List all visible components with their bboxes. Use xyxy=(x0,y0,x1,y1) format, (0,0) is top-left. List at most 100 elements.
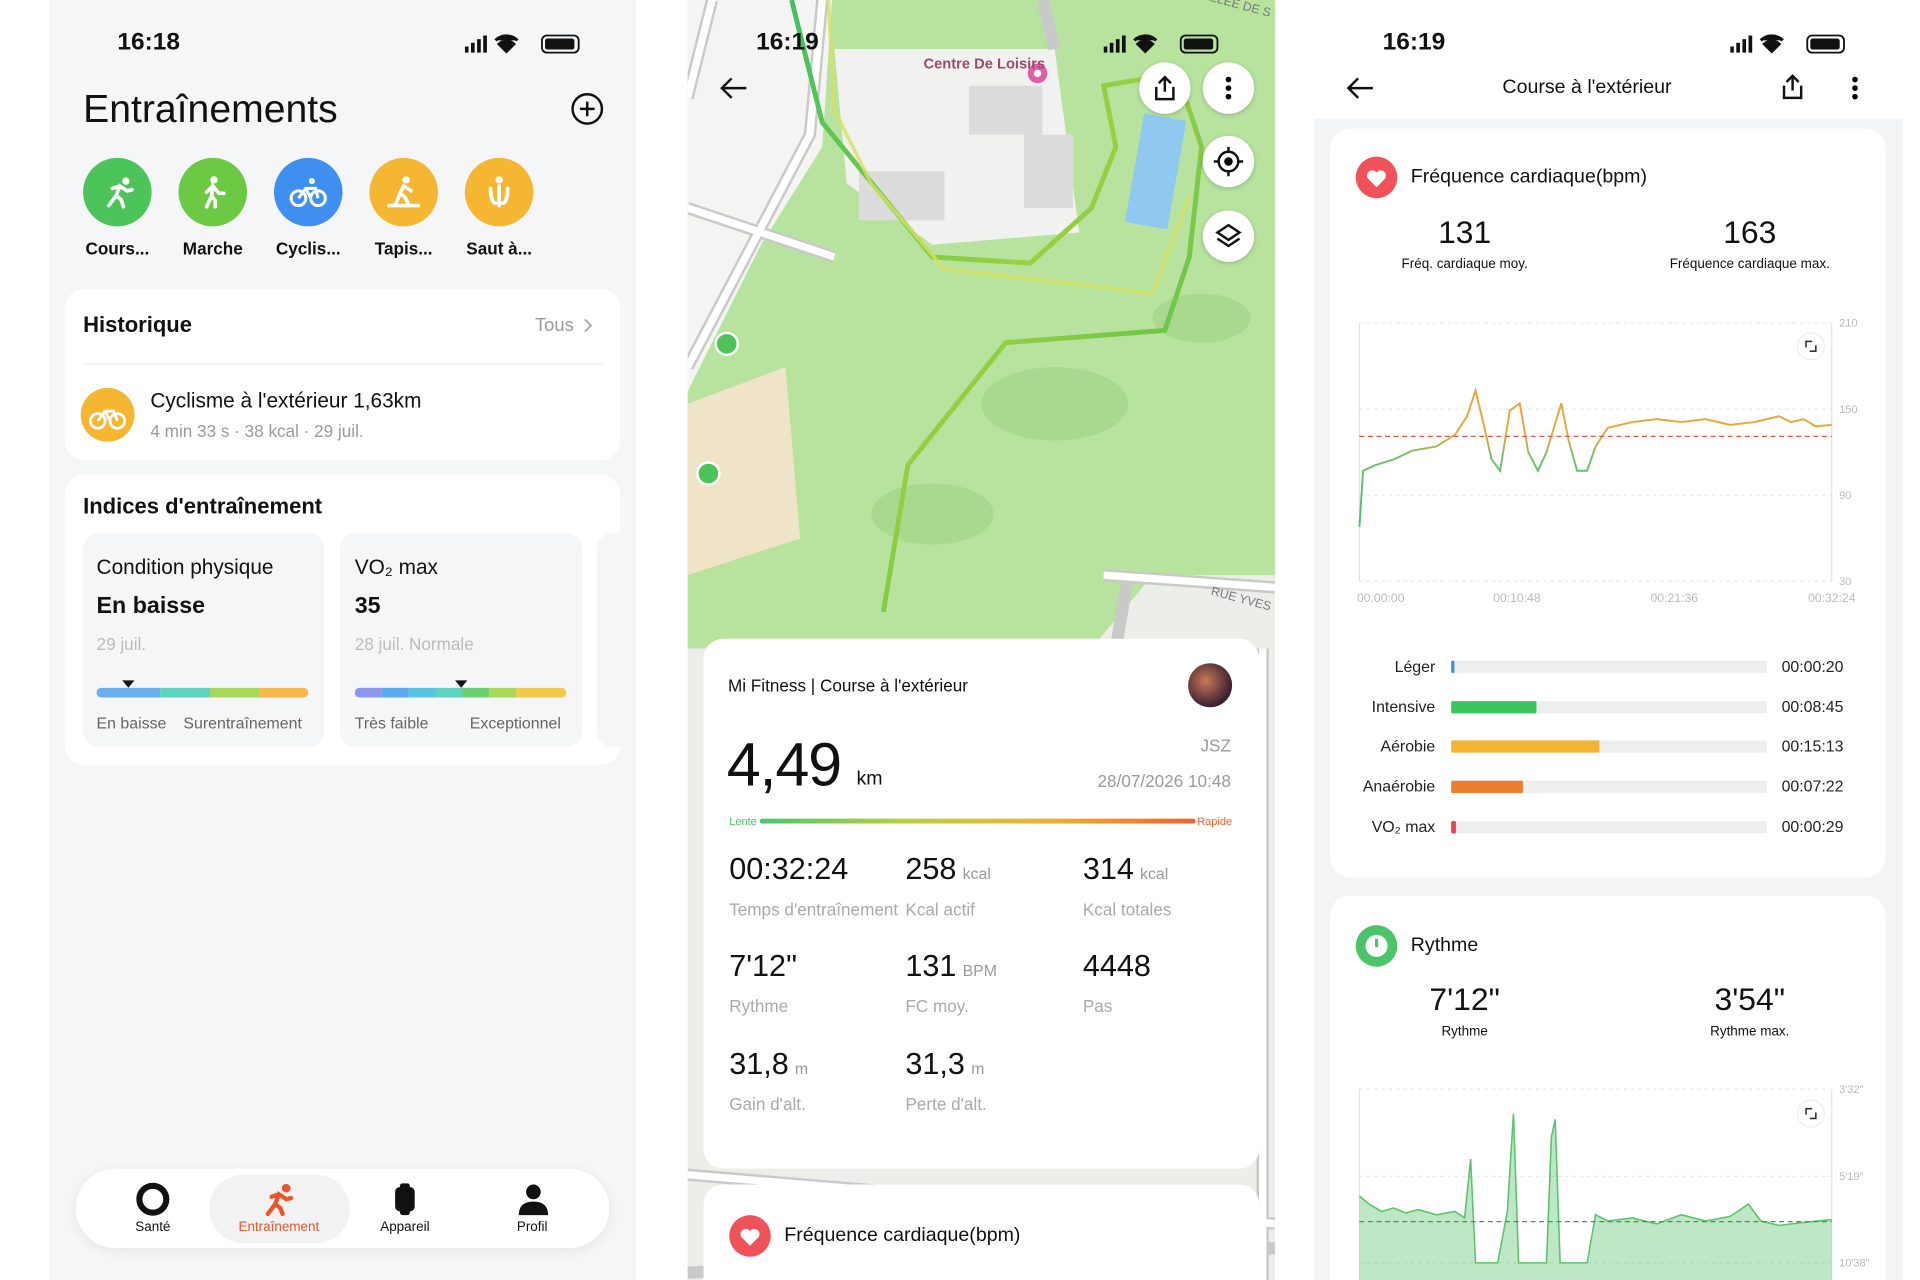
shape xyxy=(1152,293,1251,343)
stat-label-text: Rythme xyxy=(729,996,789,1016)
gauge-high: Exceptionnel xyxy=(469,714,561,733)
y-tick-label: 210 xyxy=(1839,318,1857,330)
y-tick-label: 90 xyxy=(1839,490,1851,502)
history-title: Historique xyxy=(83,312,193,338)
shape xyxy=(387,183,421,208)
shape xyxy=(470,42,475,53)
more-button[interactable] xyxy=(1851,76,1858,100)
locate-button[interactable] xyxy=(1202,135,1255,188)
add-button[interactable] xyxy=(570,92,604,126)
bar xyxy=(1451,660,1455,674)
sport-icon[interactable] xyxy=(273,157,343,227)
shape xyxy=(584,318,593,333)
pace-scale-high: Rapide xyxy=(1197,814,1233,828)
index-title: Condition physique xyxy=(96,555,274,579)
status-icons xyxy=(464,34,580,54)
shape xyxy=(1103,46,1108,53)
x-tick-label: 00:10:48 xyxy=(1493,591,1541,605)
gauge-low: Très faible xyxy=(354,714,429,733)
share-button[interactable] xyxy=(1780,73,1804,100)
stat-label: Pas xyxy=(1083,996,1113,1018)
expand-button[interactable] xyxy=(1796,332,1826,361)
value-label: 00:15:13 xyxy=(1782,738,1844,755)
charts: 30 90 150 210 00:00:00 00:10:48 00:21:36 00:32:… xyxy=(1357,318,1870,1280)
shape xyxy=(1225,85,1232,91)
shape xyxy=(160,687,211,698)
stat-value: 3'54" xyxy=(1714,980,1785,1018)
y-tick-label: 3'32" xyxy=(1839,1084,1863,1096)
share-button[interactable] xyxy=(1139,62,1191,114)
bar xyxy=(1451,701,1537,714)
index-card[interactable] xyxy=(83,533,325,747)
tab-icon[interactable] xyxy=(516,1182,550,1216)
shape xyxy=(858,171,945,221)
shape xyxy=(526,1184,541,1200)
shape xyxy=(1366,170,1387,188)
card-title: Fréquence cardiaque(bpm) xyxy=(1410,166,1647,188)
shape xyxy=(354,687,382,698)
shape xyxy=(1736,42,1740,53)
index-value: En baisse xyxy=(96,593,206,620)
sport-icon[interactable] xyxy=(83,157,152,227)
back-button[interactable] xyxy=(719,76,748,100)
index-gauge xyxy=(96,687,309,698)
gauge-marker xyxy=(122,680,135,688)
more-button[interactable] xyxy=(1202,62,1255,114)
user: JSZ xyxy=(1200,735,1231,756)
index-card[interactable] xyxy=(340,533,583,747)
tab-icon[interactable] xyxy=(390,1182,422,1216)
shape xyxy=(579,101,595,117)
tab-label[interactable]: Entraînement xyxy=(238,1220,320,1235)
shape xyxy=(687,0,716,99)
layers-button[interactable] xyxy=(1202,210,1255,262)
shape xyxy=(1805,1107,1817,1120)
index-meta: 28 juil. Normale xyxy=(354,633,474,654)
sport-icon[interactable] xyxy=(369,157,438,227)
stat-unit: kcal xyxy=(1140,864,1169,883)
stat-unit: m xyxy=(971,1059,985,1078)
expand-button[interactable] xyxy=(1796,1099,1826,1128)
index-value: 35 xyxy=(354,593,381,620)
tab-icon[interactable] xyxy=(134,1182,171,1216)
sport-icon[interactable] xyxy=(464,157,534,227)
index-gauge xyxy=(354,687,567,698)
zone-label: Aérobie xyxy=(1380,738,1435,755)
shape xyxy=(387,176,421,208)
stat-value: 131 xyxy=(1438,213,1492,251)
tab-label[interactable]: Santé xyxy=(135,1220,171,1235)
chevron xyxy=(584,318,593,333)
shape xyxy=(541,34,580,54)
shape xyxy=(1036,0,1061,51)
pace-scale xyxy=(759,818,1196,824)
shape xyxy=(308,178,315,185)
tab-label[interactable]: Profil xyxy=(516,1220,548,1235)
history-card xyxy=(64,288,621,461)
pace-card xyxy=(1330,895,1886,1280)
area-line xyxy=(1358,1113,1832,1264)
status-time: 16:18 xyxy=(117,28,180,56)
history-link[interactable]: Tous xyxy=(535,315,574,336)
shape xyxy=(477,39,481,53)
status-icons xyxy=(1730,34,1845,54)
value-label: 00:00:20 xyxy=(1782,659,1844,676)
stat-value: 7'12" xyxy=(729,948,797,984)
shape xyxy=(1365,934,1388,957)
shape xyxy=(1213,146,1244,177)
tab-label[interactable]: Appareil xyxy=(380,1220,430,1235)
shape xyxy=(309,189,327,208)
shape xyxy=(210,176,218,184)
shape xyxy=(122,680,135,688)
sport-icon[interactable] xyxy=(178,157,248,227)
shape xyxy=(1109,574,1135,650)
shape xyxy=(1852,85,1858,91)
shape xyxy=(1024,134,1074,209)
tab-icon[interactable] xyxy=(261,1182,298,1217)
back-button[interactable] xyxy=(1346,76,1375,100)
history-item-title[interactable]: Cyclisme à l'extérieur 1,63km xyxy=(150,389,422,413)
shape xyxy=(96,687,161,698)
gauge-low: En baisse xyxy=(96,714,167,733)
shape xyxy=(1796,1099,1826,1128)
zone-label: Anaérobie xyxy=(1363,779,1436,796)
shape xyxy=(1183,38,1214,50)
